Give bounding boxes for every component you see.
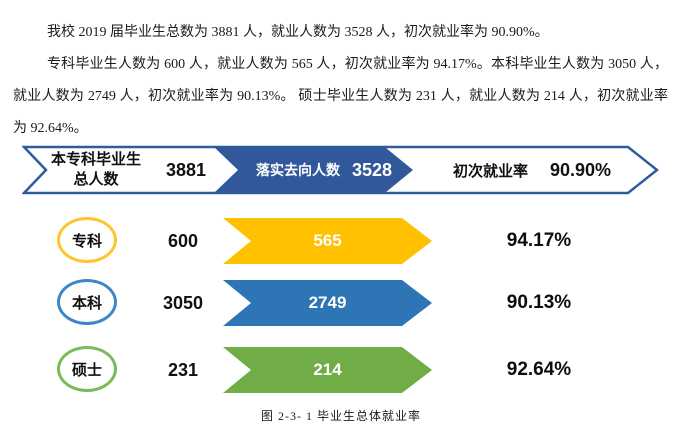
header-category-line2: 总人数 [73,171,119,188]
figure-row-benke: 本科 3050 2749 90.13% [0,276,682,330]
row-employed-value: 214 [313,360,342,379]
category-label: 本科 [71,294,102,312]
row-rate-value: 90.13% [506,292,572,313]
row-employed-arrow: 2749 [223,280,432,326]
category-label: 专科 [71,232,102,250]
header-employed-group: 落实去向人数 3528 [254,145,394,195]
figure-row-zhuanke: 专科 600 565 94.17% [0,214,682,268]
row-employed-arrow: 214 [223,347,432,393]
figure-header-banner: 本专科毕业生 总人数 3881 落实去向人数 3528 初次就业率 90.90% [22,145,660,195]
header-total-value: 3881 [165,160,207,180]
row-total-value: 600 [167,231,199,251]
figure-row-shuoshi: 硕士 231 214 92.64% [0,343,682,397]
header-category-label: 本专科毕业生 总人数 [41,150,151,190]
banner-shape [22,145,660,195]
header-rate-label: 初次就业率 [452,162,528,180]
banner-employed-chevron-shape [215,148,413,192]
category-label: 硕士 [71,361,102,379]
row-total-value: 3050 [162,293,204,313]
row-employed-value: 565 [313,231,342,250]
header-employed-label: 落实去向人数 [255,162,340,178]
header-employed-value: 3528 [351,159,393,180]
row-employed-value: 2749 [308,293,347,312]
document-body: 我校 2019 届毕业生总数为 3881 人，就业人数为 3528 人，初次就业… [13,17,668,145]
category-circle: 专科 [57,217,117,263]
paragraph-summary: 我校 2019 届毕业生总数为 3881 人，就业人数为 3528 人，初次就业… [47,25,549,40]
header-rate-value: 90.90% [549,159,612,180]
paragraph-detail: 专科毕业生人数为 600 人，就业人数为 565 人，初次就业率为 94.17%… [13,57,668,136]
figure-caption: 图 2-3- 1 毕业生总体就业率 [261,409,421,423]
row-rate-value: 92.64% [506,359,572,380]
category-circle: 本科 [57,279,117,325]
row-total-value: 231 [167,360,199,380]
row-employed-arrow: 565 [223,218,432,264]
header-rate-group: 初次就业率 90.90% [447,145,617,195]
category-circle: 硕士 [57,346,117,392]
row-rate-value: 94.17% [506,230,572,251]
header-category-line1: 本专科毕业生 [50,151,141,168]
